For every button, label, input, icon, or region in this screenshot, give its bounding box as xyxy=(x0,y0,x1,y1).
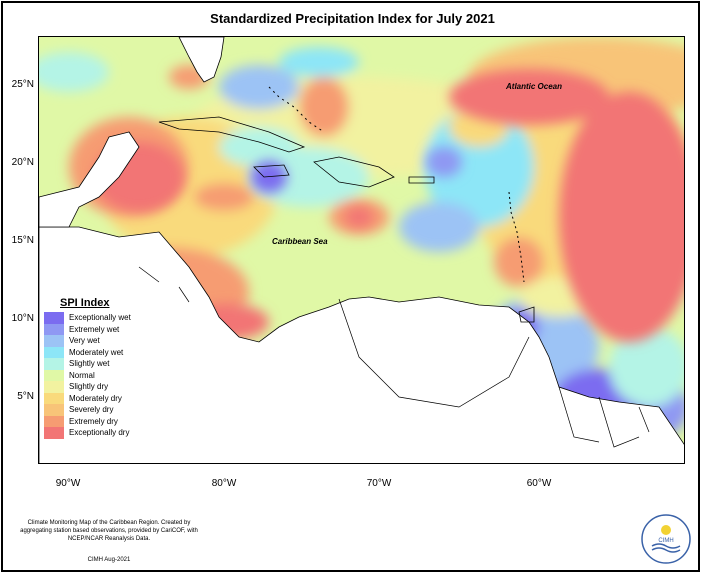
dry-spot-jamaica-south xyxy=(194,183,254,211)
puerto-rico xyxy=(408,176,435,184)
legend-label: Extremely dry xyxy=(69,416,118,426)
lon-label-90w: 90°W xyxy=(55,478,81,489)
wet-gulf xyxy=(39,52,109,92)
jamaica xyxy=(253,164,290,178)
lesser-antilles xyxy=(508,191,525,283)
extreme-wet-east xyxy=(426,147,462,177)
legend-label: Normal xyxy=(69,370,95,380)
legend-swatch xyxy=(44,369,64,381)
legend-title: SPI Index xyxy=(60,297,110,309)
border-central-america xyxy=(138,266,190,303)
legend-item: Extremely dry xyxy=(44,415,131,427)
wet-east-caribbean xyxy=(424,107,534,227)
cuba xyxy=(158,116,306,153)
legend-label: Slightly wet xyxy=(69,359,110,369)
legend-swatch xyxy=(44,392,64,404)
lon-label-60w: 60°W xyxy=(526,478,552,489)
legend-label: Moderately wet xyxy=(69,347,124,357)
legend-label: Very wet xyxy=(69,336,100,346)
legend-swatch xyxy=(44,381,64,393)
legend-item: Moderately wet xyxy=(44,346,131,358)
legend-swatch xyxy=(44,323,64,335)
very-wet-east xyxy=(399,202,479,252)
mainland xyxy=(39,226,684,463)
credit-text: Climate Monitoring Map of the Caribbean … xyxy=(20,520,198,542)
date-line: CIMH Aug-2021 xyxy=(87,557,131,563)
wet-bahamas xyxy=(219,65,299,109)
yucatan xyxy=(39,131,140,228)
legend-label: Extremely wet xyxy=(69,324,120,334)
exceptional-dry-atlantic-north xyxy=(449,69,609,125)
exceptional-dry-atlantic-east xyxy=(559,92,684,342)
label-caribbean-sea: Caribbean Sea xyxy=(272,237,328,246)
legend-item: Very wet xyxy=(44,335,131,347)
legend-label: Exceptionally wet xyxy=(69,313,131,323)
legend-label: Slightly dry xyxy=(69,382,109,392)
lat-label-10n: 10°N xyxy=(11,313,34,324)
dry-spot-bahamas xyxy=(299,77,349,137)
lon-label-80w: 80°W xyxy=(211,478,237,489)
lat-label-15n: 15°N xyxy=(11,235,34,246)
lon-label-70w: 70°W xyxy=(366,478,392,489)
legend-label: Severely dry xyxy=(69,405,114,415)
legend-swatch xyxy=(44,415,64,427)
lat-label-25n: 25°N xyxy=(11,79,34,90)
legend-swatch xyxy=(44,312,64,324)
legend-swatch xyxy=(44,335,64,347)
border-venezuela xyxy=(338,298,530,408)
legend-swatch xyxy=(44,404,64,416)
legend-item: Exceptionally wet xyxy=(44,312,131,324)
legend-item: Exceptionally dry xyxy=(44,427,131,439)
logo-text: CIMH xyxy=(658,538,673,544)
map-title: Standardized Precipitation Index for Jul… xyxy=(210,11,495,26)
lat-label-20n: 20°N xyxy=(11,157,34,168)
cimh-logo-icon: CIMH xyxy=(640,513,692,565)
trinidad xyxy=(518,306,535,323)
wet-amazon-mouth xyxy=(609,327,684,407)
spi-legend: SPI Index Exceptionally wet Extremely wet… xyxy=(44,297,131,439)
legend-item: Slightly wet xyxy=(44,358,131,370)
legend-item: Normal xyxy=(44,369,131,381)
slightly-wet-cuba xyxy=(219,127,299,167)
label-atlantic-ocean: Atlantic Ocean xyxy=(506,82,563,91)
exceptional-dry-central xyxy=(345,207,373,227)
legend-item: Slightly dry xyxy=(44,381,131,393)
legend-item: Extremely wet xyxy=(44,323,131,335)
lat-label-5n: 5°N xyxy=(17,391,34,402)
hispaniola xyxy=(313,156,395,188)
legend-swatch xyxy=(44,346,64,358)
legend-label: Exceptionally dry xyxy=(69,428,130,438)
dry-spot-antilles xyxy=(494,237,544,287)
legend-item: Moderately dry xyxy=(44,392,131,404)
spi-map xyxy=(38,36,685,464)
legend-swatch xyxy=(44,358,64,370)
border-guianas xyxy=(558,386,650,448)
legend-item: Severely dry xyxy=(44,404,131,416)
legend-label: Moderately dry xyxy=(69,393,122,403)
legend-swatch xyxy=(44,427,64,439)
florida xyxy=(178,37,225,83)
wet-north xyxy=(279,47,359,77)
